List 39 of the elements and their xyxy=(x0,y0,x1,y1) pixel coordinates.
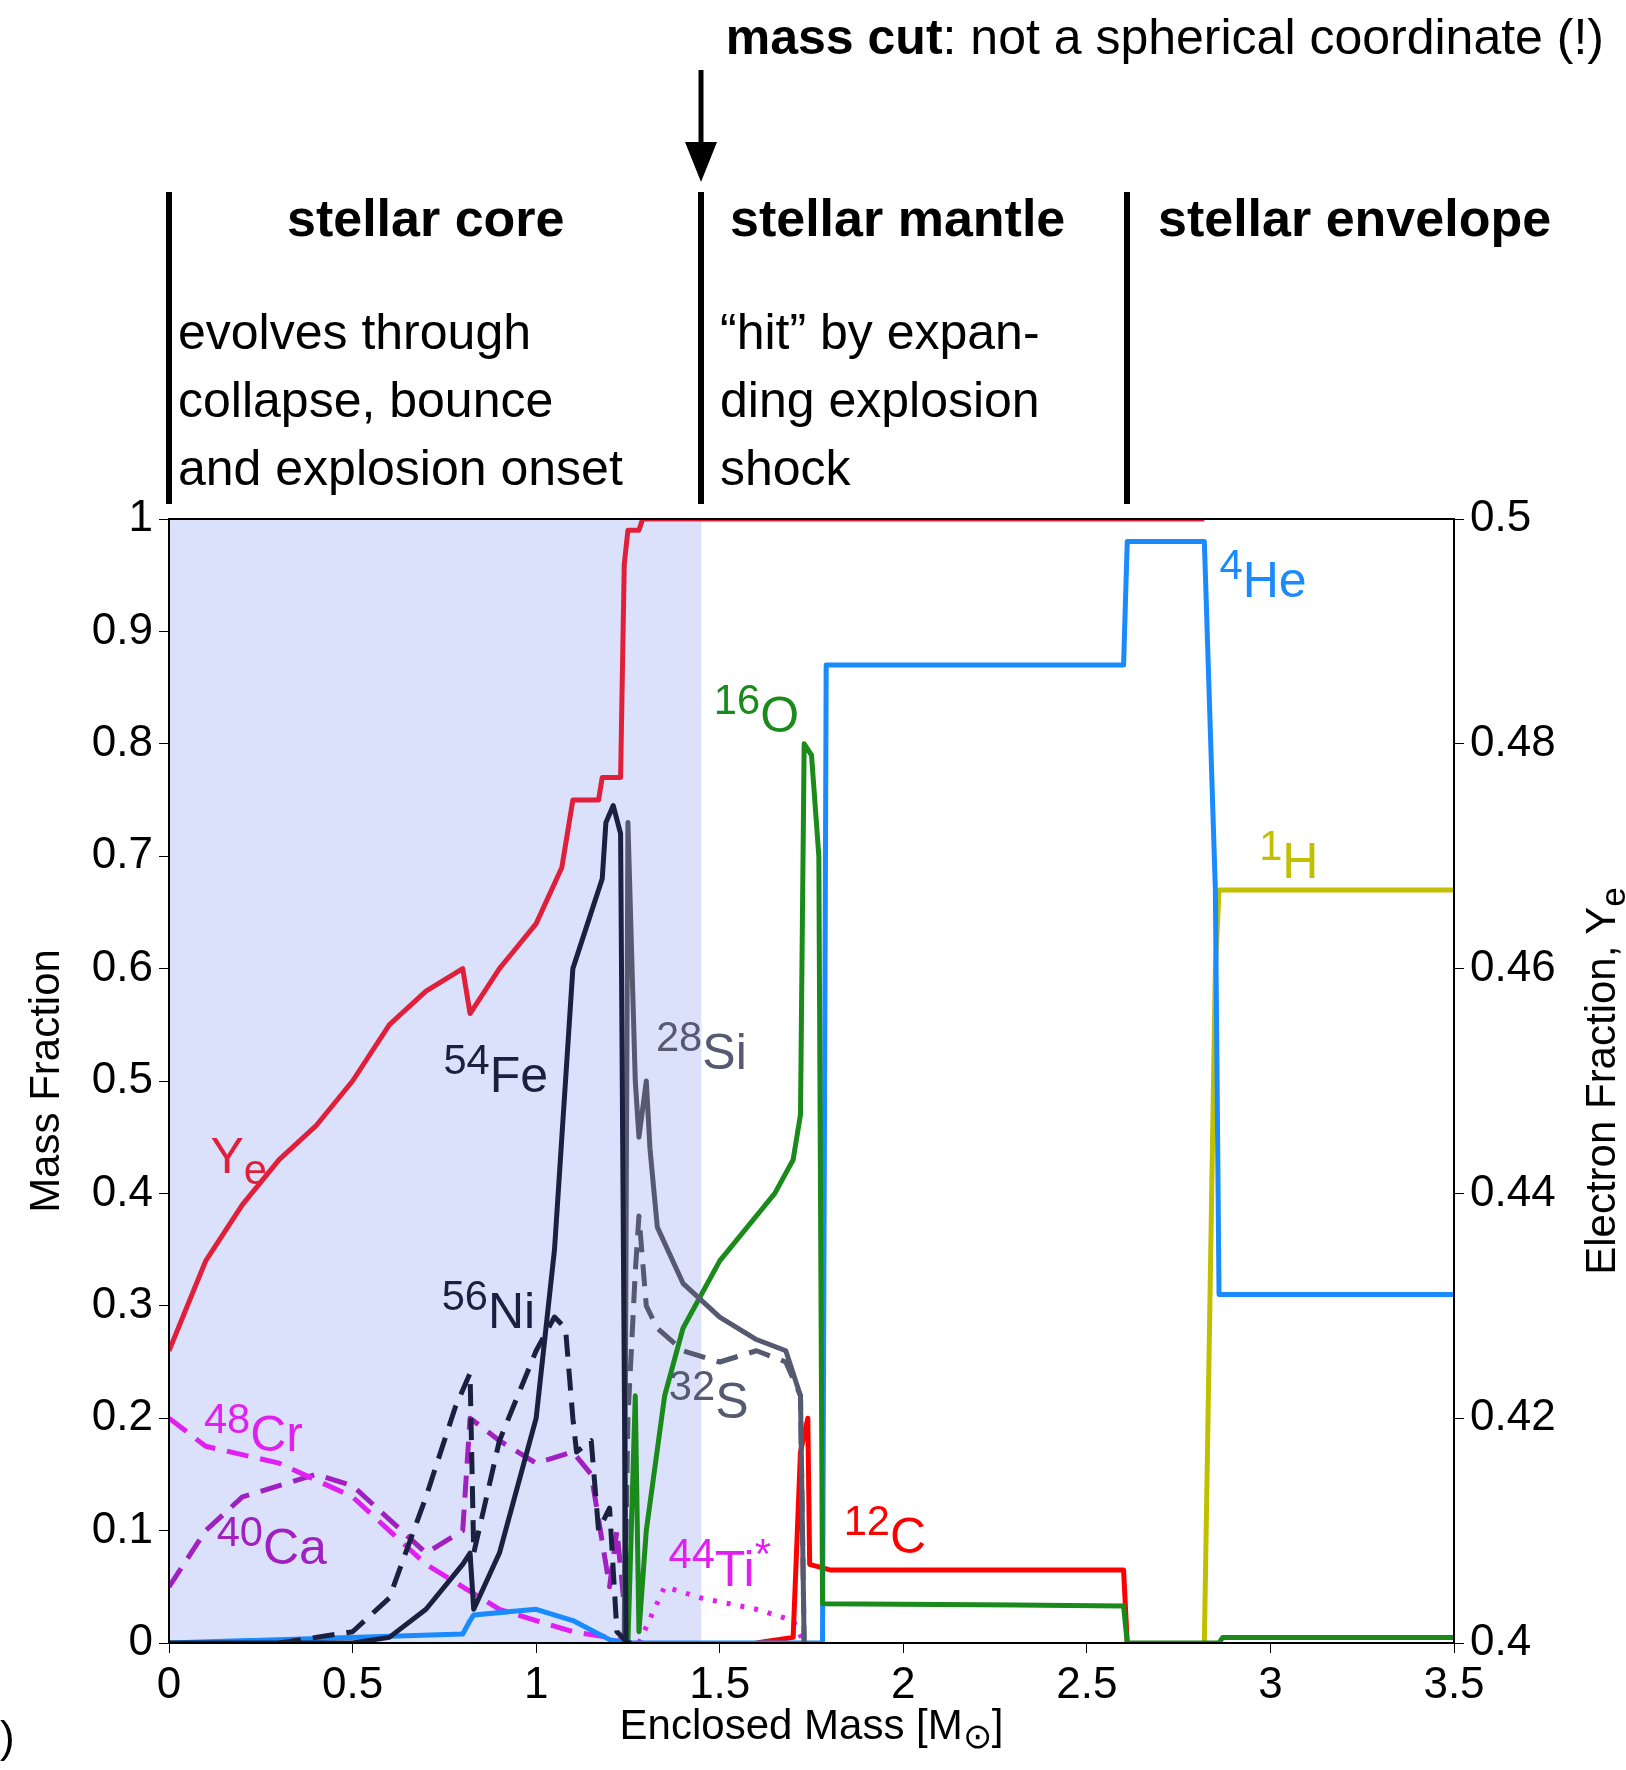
x-tick-label: 2.5 xyxy=(1056,1657,1118,1707)
series-label: $^{54}$Fe xyxy=(443,1035,549,1104)
y2-tick-label: 0.46 xyxy=(1470,940,1556,990)
y-tick-label: 0.5 xyxy=(91,1053,153,1103)
y2-tick-label: 0.48 xyxy=(1470,715,1556,765)
text: ) xyxy=(0,1712,15,1762)
text: evolves through collapse, bounce and explosion onset xyxy=(178,303,623,498)
text: “hit” by expan- ding explosion shock xyxy=(720,303,1040,498)
series-label: $^{4}$He xyxy=(1219,541,1307,610)
y-tick-label: 0.7 xyxy=(91,828,153,878)
series-label: $^{56}$Ni xyxy=(441,1271,536,1340)
series-label: $^{1}$H xyxy=(1259,822,1319,891)
x-tick-label: 0.5 xyxy=(321,1657,384,1707)
series-label: $^{44}$Ti$^{*}$ xyxy=(668,1530,771,1599)
x-tick-label: 1 xyxy=(523,1657,549,1707)
x-tick-label: 3 xyxy=(1258,1657,1283,1707)
y2-tick-label: 0.42 xyxy=(1470,1390,1556,1440)
y-tick-label: 0 xyxy=(128,1615,153,1665)
y-tick-label: 1 xyxy=(128,491,153,541)
series-label: $^{40}$Ca xyxy=(216,1508,327,1576)
y-tick-label: 0.8 xyxy=(91,715,153,765)
y-tick-label: 0.6 xyxy=(91,940,153,990)
series-label: $^{48}$Cr xyxy=(203,1395,303,1464)
y-axis-title: Mass Fraction xyxy=(21,949,69,1213)
y-tick-label: 0.9 xyxy=(91,603,153,653)
series-label: $^{12}$C xyxy=(843,1496,927,1565)
series-label: $^{32}$S xyxy=(668,1361,749,1430)
series-label: $^{28}$Si xyxy=(655,1013,747,1082)
y-tick-label: 0.4 xyxy=(91,1165,153,1215)
y2-tick-label: 0.44 xyxy=(1470,1165,1556,1215)
text: stellar core xyxy=(287,188,565,248)
text: mass cut: not a spherical coordinate (!) xyxy=(725,8,1604,66)
y-tick-label: 0.1 xyxy=(91,1502,153,1552)
y-tick-label: 0.3 xyxy=(91,1277,153,1327)
y-tick-label: 0.2 xyxy=(91,1390,153,1440)
text: stellar envelope xyxy=(1158,188,1552,248)
text: stellar mantle xyxy=(730,188,1066,248)
series-label: $^{16}$O xyxy=(713,676,800,744)
y2-tick-label: 0.5 xyxy=(1470,491,1532,541)
